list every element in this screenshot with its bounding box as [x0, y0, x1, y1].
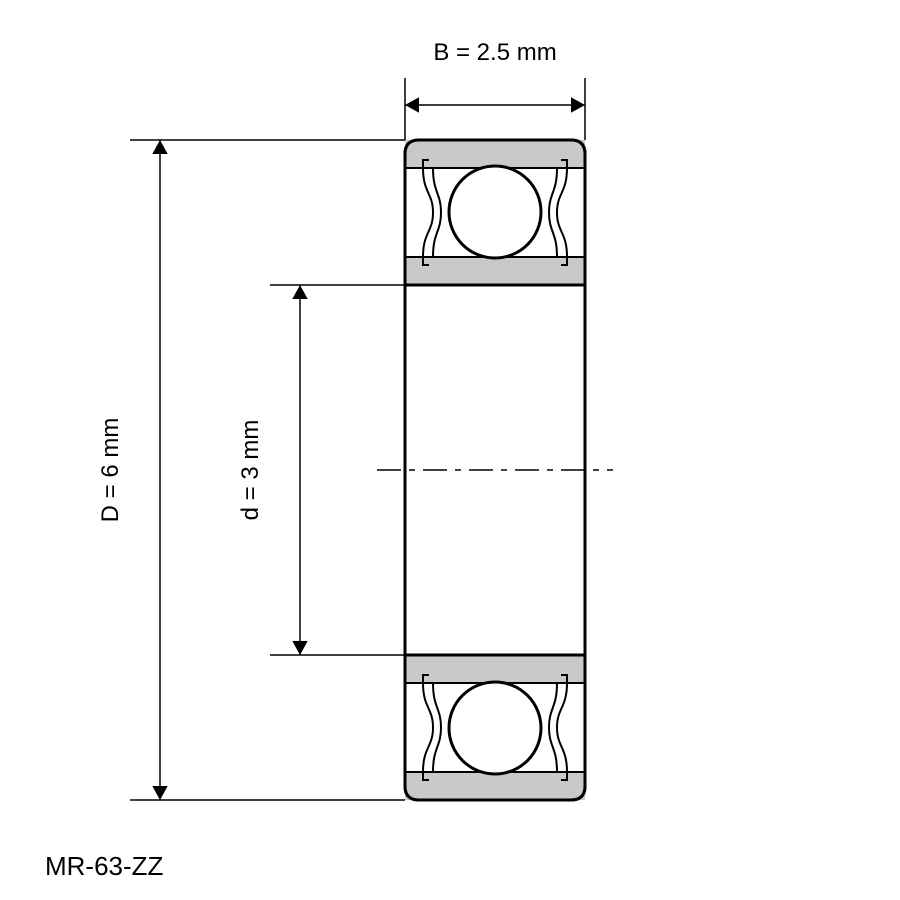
part-number-label: MR-63-ZZ — [45, 851, 164, 881]
outer-race-section — [405, 772, 585, 800]
dim-B-label: B = 2.5 mm — [433, 39, 556, 66]
ball — [449, 682, 541, 774]
dim-D-label: D = 6 mm — [97, 418, 124, 523]
ball — [449, 166, 541, 258]
dim-d-label: d = 3 mm — [237, 420, 264, 521]
outer-race-section — [405, 140, 585, 168]
inner-race-section — [405, 257, 585, 285]
inner-race-section — [405, 655, 585, 683]
